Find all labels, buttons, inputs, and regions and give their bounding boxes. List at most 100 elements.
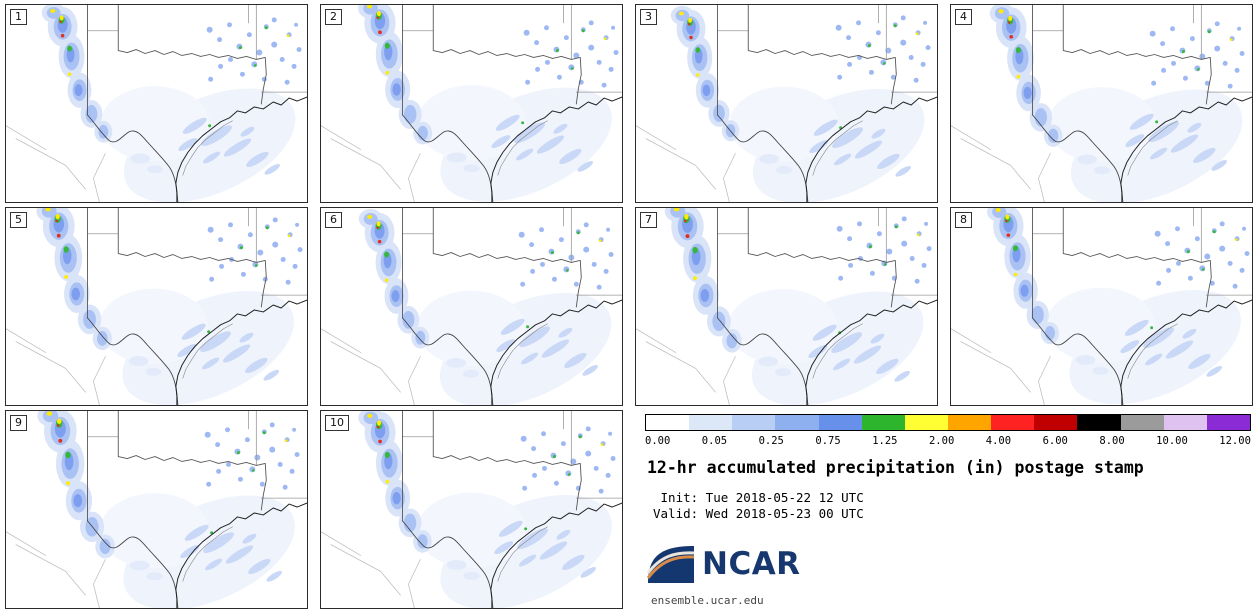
precip-se-streaks <box>177 323 279 381</box>
precip-field <box>358 208 614 405</box>
precip-map <box>6 5 307 202</box>
precip-map <box>6 208 307 405</box>
colorbar-ticks: 0.00 0.05 0.25 0.75 1.25 2.00 4.00 6.00 8.00 10.0… <box>645 435 1251 447</box>
colorbar-tick-label: 0.00 <box>645 435 671 447</box>
precip-se-streaks <box>808 324 910 382</box>
colorbar-tick-label: 1.25 <box>872 435 898 447</box>
panel-number-label: 4 <box>955 9 972 25</box>
panel-number-label: 6 <box>325 212 342 228</box>
state-borders <box>951 5 1252 202</box>
ensemble-panel-8: 8 <box>950 207 1253 406</box>
ensemble-panel-7: 7 <box>635 207 938 406</box>
colorbar-tick-label: 12.00 <box>1219 435 1251 447</box>
precip-map <box>6 411 307 608</box>
precip-ne-scatter <box>204 422 300 490</box>
figure-title: 12-hr accumulated precipitation (in) pos… <box>647 458 1144 477</box>
ensemble-panel-2: 2 <box>320 4 623 203</box>
state-borders <box>321 5 622 202</box>
colorbar-segment <box>646 415 690 430</box>
colorbar-segment <box>1077 415 1121 430</box>
precip-map <box>636 5 937 202</box>
ensemble-panel-3: 3 <box>635 4 938 203</box>
colorbar-tick-label: 0.75 <box>815 435 841 447</box>
precip-se-streaks <box>494 520 596 578</box>
precip-field <box>664 208 932 405</box>
colorbar-tick-label: 6.00 <box>1042 435 1068 447</box>
precip-ne-scatter <box>520 426 616 494</box>
precip-se-streaks <box>496 318 598 376</box>
precip-ne-scatter <box>523 20 619 88</box>
ensemble-panel-10: 10 <box>320 410 623 609</box>
precip-map <box>636 208 937 405</box>
colorbar-segment <box>991 415 1035 430</box>
precip-ne-scatter <box>835 15 931 83</box>
precip-ne-scatter <box>207 217 303 285</box>
colorbar-tick-label: 10.00 <box>1156 435 1188 447</box>
state-borders <box>636 208 937 405</box>
precip-wash <box>1045 287 1241 405</box>
state-borders <box>636 5 937 202</box>
precip-map <box>951 208 1252 405</box>
precip-wash <box>416 290 612 405</box>
ensemble-panel-6: 6 <box>320 207 623 406</box>
colorbar-segment <box>861 415 905 430</box>
colorbar-segment <box>1034 415 1078 430</box>
precip-se-streaks <box>180 524 282 582</box>
precip-field <box>358 5 619 202</box>
colorbar-segment <box>1120 415 1164 430</box>
precip-band <box>670 5 740 142</box>
precip-ne-scatter <box>836 216 932 284</box>
legend-block: 0.00 0.05 0.25 0.75 1.25 2.00 4.00 6.00 8.00 10.0… <box>645 410 1255 608</box>
precip-map <box>321 411 622 608</box>
panel-number-label: 1 <box>10 9 27 25</box>
ensemble-panel-4: 4 <box>950 4 1253 203</box>
panel-number-label: 7 <box>640 212 657 228</box>
precip-ne-scatter <box>206 17 302 85</box>
precip-field <box>987 208 1250 405</box>
state-borders <box>951 208 1252 405</box>
panel-number-label: 2 <box>325 9 342 25</box>
colorbar-segment <box>732 415 776 430</box>
state-borders <box>6 208 307 405</box>
panel-number-label: 9 <box>10 415 27 431</box>
precip-field <box>358 411 616 608</box>
precip-band <box>358 5 433 145</box>
colorbar-tick-label: 2.00 <box>928 435 955 447</box>
precip-band <box>41 5 113 143</box>
init-time-label: Init: Tue 2018-05-22 12 UTC <box>653 490 864 505</box>
state-borders <box>6 411 307 608</box>
site-url: ensemble.ucar.edu <box>651 594 764 607</box>
precip-se-streaks <box>1120 319 1222 377</box>
ncar-logo-mark <box>647 546 695 583</box>
precip-ne-scatter <box>1149 21 1245 89</box>
precip-band <box>358 208 430 349</box>
precip-field <box>41 5 302 202</box>
colorbar-tick-label: 0.05 <box>701 435 728 447</box>
colorbar-segment <box>775 415 819 430</box>
colorbar-segment <box>689 415 733 430</box>
precip-wash <box>98 288 294 405</box>
precip-band <box>987 208 1060 345</box>
precip-ne-scatter <box>518 222 614 290</box>
precip-map <box>321 208 622 405</box>
panel-number-label: 3 <box>640 9 657 25</box>
precip-field <box>989 5 1245 202</box>
colorbar-segment <box>904 415 948 430</box>
precip-ne-scatter <box>1154 221 1250 289</box>
colorbar-segment <box>1163 415 1207 430</box>
colorbar-segment <box>1206 415 1250 430</box>
precip-band <box>358 411 432 553</box>
state-borders <box>6 5 307 202</box>
panel-number-label: 5 <box>10 212 27 228</box>
state-borders <box>321 411 622 608</box>
colorbar <box>645 414 1251 431</box>
precip-map <box>321 5 622 202</box>
precip-se-streaks <box>809 119 911 177</box>
colorbar-segment <box>818 415 862 430</box>
panel-number-label: 10 <box>325 415 349 431</box>
ncar-logo: NCAR <box>647 544 801 584</box>
precip-wash <box>729 86 925 202</box>
state-borders <box>321 208 622 405</box>
precip-field <box>36 208 303 405</box>
